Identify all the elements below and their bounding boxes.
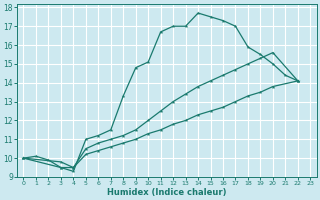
X-axis label: Humidex (Indice chaleur): Humidex (Indice chaleur) [107, 188, 227, 197]
